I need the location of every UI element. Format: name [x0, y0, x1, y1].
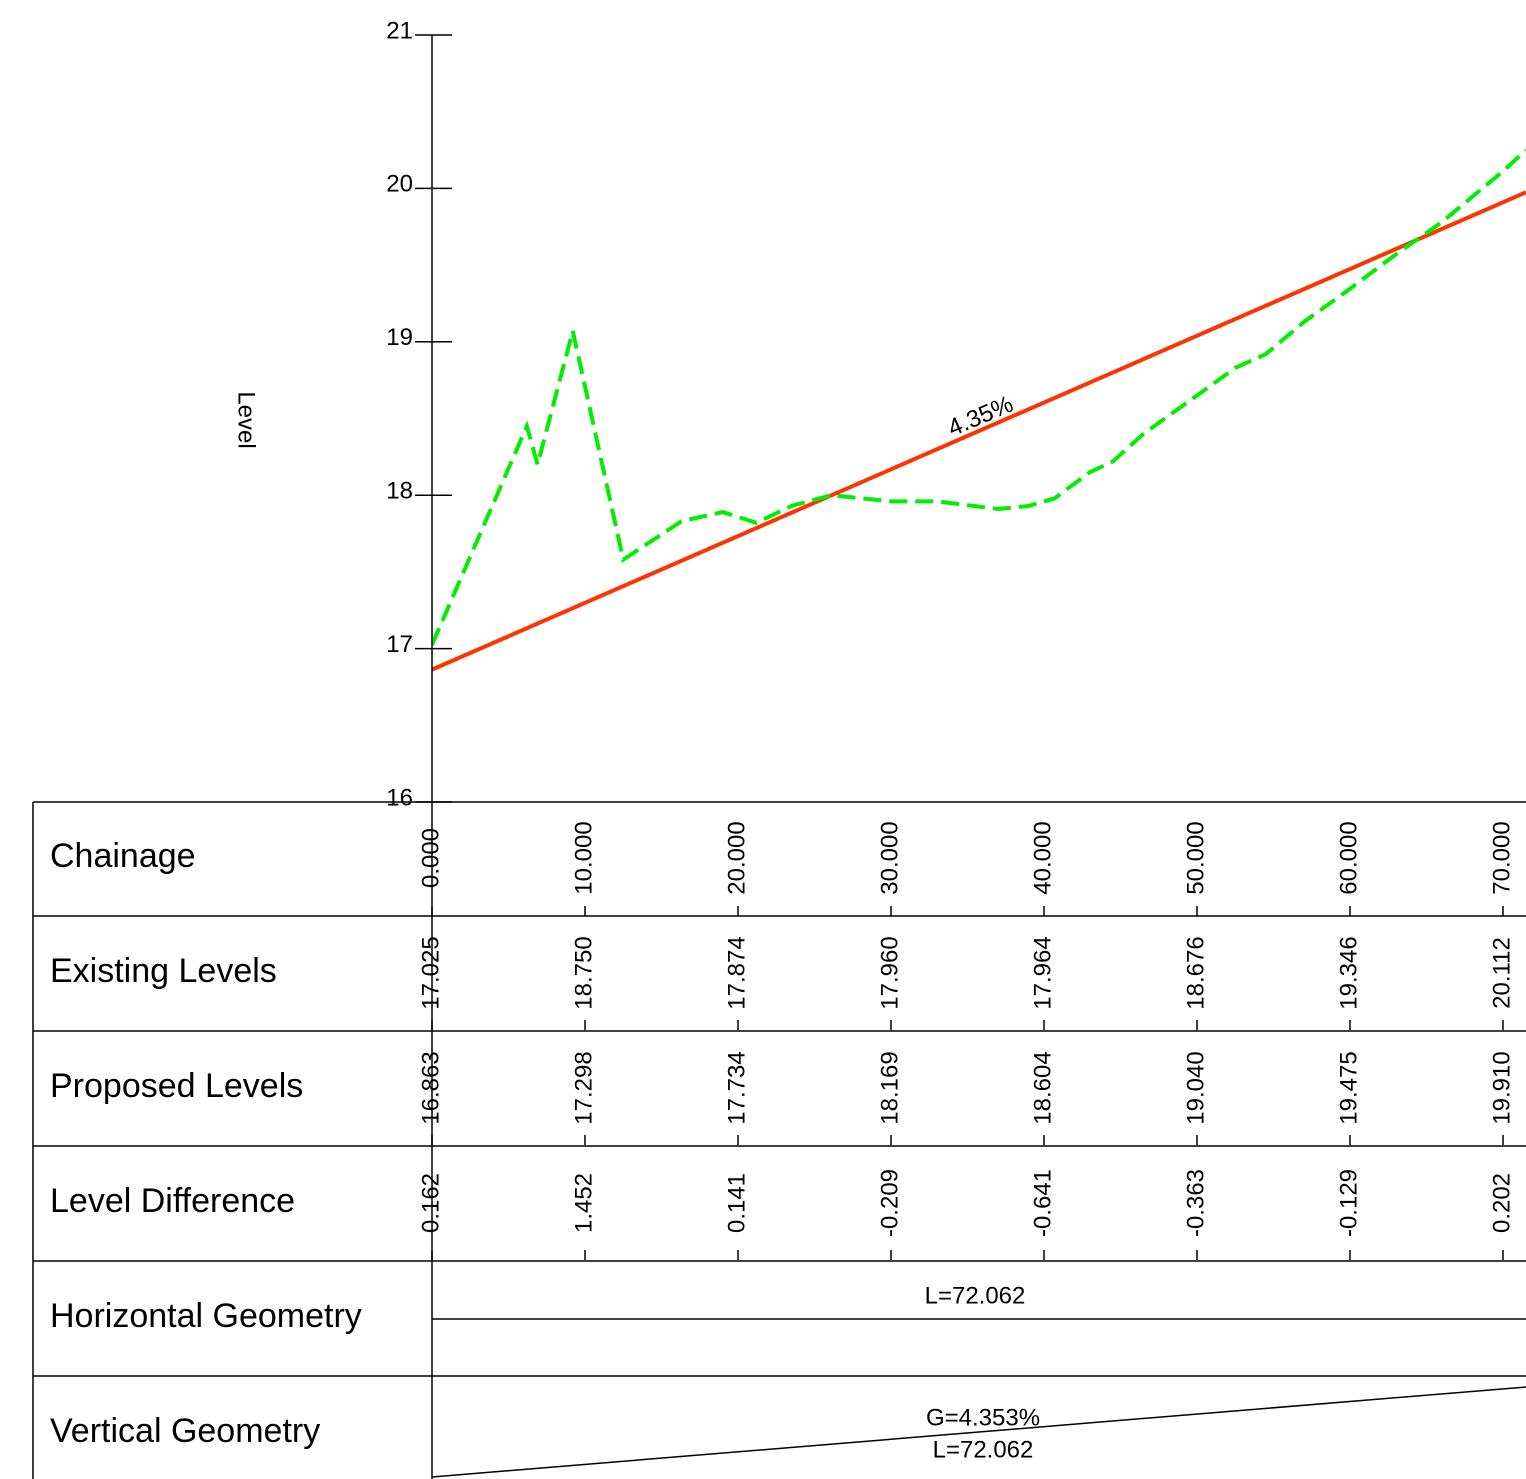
x-tick-label: 60.000: [1335, 821, 1362, 894]
table-value: 19.475: [1335, 1051, 1362, 1124]
table-value: -0.209: [876, 1169, 903, 1237]
table-value: 17.298: [570, 1051, 597, 1124]
geometry-label: L=72.062: [933, 1436, 1034, 1463]
row-label: Level Difference: [50, 1182, 295, 1220]
row-label: Horizontal Geometry: [50, 1297, 362, 1335]
y-tick-label: 19: [386, 324, 413, 351]
grade-annotation: 4.35%: [944, 391, 1017, 442]
table-frame: [32, 35, 1526, 1479]
y-tick-label: 16: [386, 784, 413, 811]
row-label: Existing Levels: [50, 952, 277, 990]
x-tick-label: 50.000: [1182, 821, 1209, 894]
y-tick-label: 20: [386, 171, 413, 198]
table-value: 17.025: [417, 936, 444, 1009]
series-line: [432, 148, 1526, 646]
table-value: 17.960: [876, 936, 903, 1009]
geometry-label: G=4.353%: [926, 1404, 1040, 1431]
row-label: Proposed Levels: [50, 1067, 303, 1105]
series-line: [432, 190, 1526, 672]
table-value: -0.363: [1182, 1169, 1209, 1237]
y-axis-label: Level: [233, 391, 260, 448]
geometry-label: L=72.062: [925, 1282, 1026, 1309]
table-value: 18.676: [1182, 936, 1209, 1009]
x-tick-label: 20.000: [723, 821, 750, 894]
table-value: -0.129: [1335, 1169, 1362, 1237]
table-value: 18.750: [570, 936, 597, 1009]
table-value: 19.910: [1488, 1051, 1515, 1124]
x-tick-label: 30.000: [876, 821, 903, 894]
table-value: 0.202: [1488, 1173, 1515, 1233]
y-tick-label: 18: [386, 478, 413, 505]
x-tick-label: 40.000: [1029, 821, 1056, 894]
table-value: 18.604: [1029, 1051, 1056, 1124]
table-value: 17.734: [723, 1051, 750, 1124]
row-label: Chainage: [50, 837, 196, 875]
table-value: 19.346: [1335, 936, 1362, 1009]
table-value: 0.141: [723, 1173, 750, 1233]
table-value: 19.040: [1182, 1051, 1209, 1124]
x-tick-label: 70.000: [1488, 821, 1515, 894]
table-value: 18.169: [876, 1051, 903, 1124]
table-value: 16.863: [417, 1051, 444, 1124]
x-tick-label: 10.000: [570, 821, 597, 894]
row-label: Vertical Geometry: [50, 1412, 320, 1450]
table-value: 17.874: [723, 936, 750, 1009]
y-tick-label: 21: [386, 17, 413, 44]
table-value: 17.964: [1029, 936, 1056, 1009]
plot-area: [432, 148, 1526, 672]
table-value: 0.162: [417, 1173, 444, 1233]
table-value: 20.112: [1488, 937, 1515, 1009]
y-tick-label: 17: [386, 631, 413, 658]
table-value: 1.452: [570, 1173, 597, 1233]
table-value: -0.641: [1029, 1169, 1056, 1237]
x-tick-label: 0.000: [417, 828, 444, 888]
